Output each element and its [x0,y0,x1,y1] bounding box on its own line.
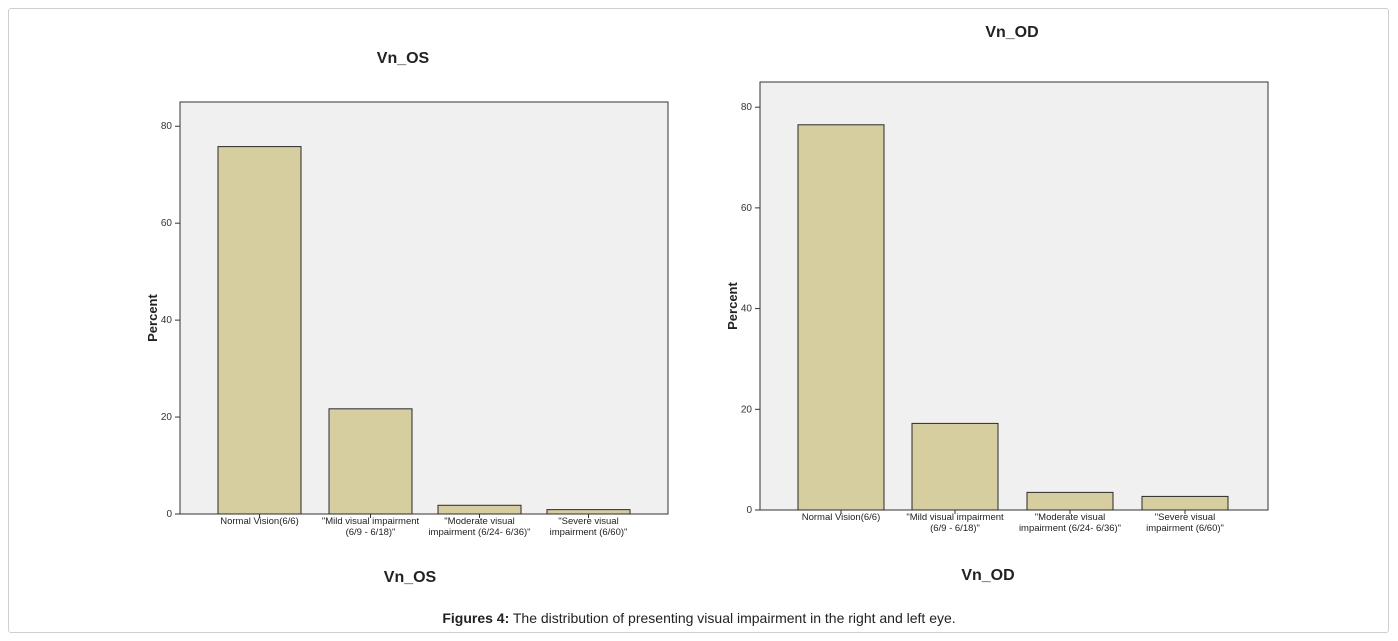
chart-title: Vn_OS [377,50,430,67]
y-tick-label: 60 [741,203,753,214]
x-tick-label: "Severe visual [1155,512,1215,523]
x-tick-label: Normal Vision(6/6) [220,516,299,527]
x-tick-label: Normal Vision(6/6) [802,512,881,523]
x-tick-label: impairment (6/60)" [1146,523,1224,534]
x-tick-label: impairment (6/24- 6/36)" [428,527,530,538]
x-tick-label: "Mild visual impairment [906,512,1004,523]
chart-vn-od: Vn_OD 0 20 40 60 80 Percent Normal Vision(6/6) "… [725,24,1269,584]
x-tick-label: (6/9 - 6/18)" [930,523,980,534]
x-tick-label: "Moderate visual [444,516,514,527]
caption-text: The distribution of presenting visual im… [509,610,956,626]
bar [217,146,302,515]
x-tick-label: "Severe visual [558,516,618,527]
figure-caption: Figures 4: The distribution of presentin… [0,610,1398,626]
chart-title: Vn_OD [985,24,1038,41]
bar [328,408,413,515]
bar [546,509,631,515]
x-tick-label: "Moderate visual [1035,512,1105,523]
y-tick-label: 40 [741,304,753,315]
y-tick-label: 20 [161,412,173,423]
bar [797,124,885,511]
bar [437,504,522,515]
y-tick-label: 80 [161,121,173,132]
bar [1141,495,1229,511]
x-tick-label: "Mild visual impairment [322,516,420,527]
x-axis-label: Vn_OD [961,567,1014,584]
x-tick-label: impairment (6/60)" [550,527,628,538]
y-tick-label: 0 [746,505,752,516]
y-tick-label: 80 [741,102,753,113]
y-tick-label: 60 [161,218,173,229]
chart-vn-os: Vn_OS 0 20 40 60 80 Percent Normal Vision(6/6) "… [145,50,669,586]
x-tick-label: impairment (6/24- 6/36)" [1019,523,1121,534]
x-axis-label: Vn_OS [384,569,437,586]
y-tick-label: 20 [741,404,753,415]
y-tick-label: 0 [166,509,172,520]
bar [911,422,999,511]
y-axis-label: Percent [725,281,740,329]
bar [1026,491,1114,511]
caption-label: Figures 4: [442,610,510,626]
y-tick-label: 40 [161,315,173,326]
y-axis-label: Percent [145,293,160,341]
x-tick-label: (6/9 - 6/18)" [346,527,396,538]
